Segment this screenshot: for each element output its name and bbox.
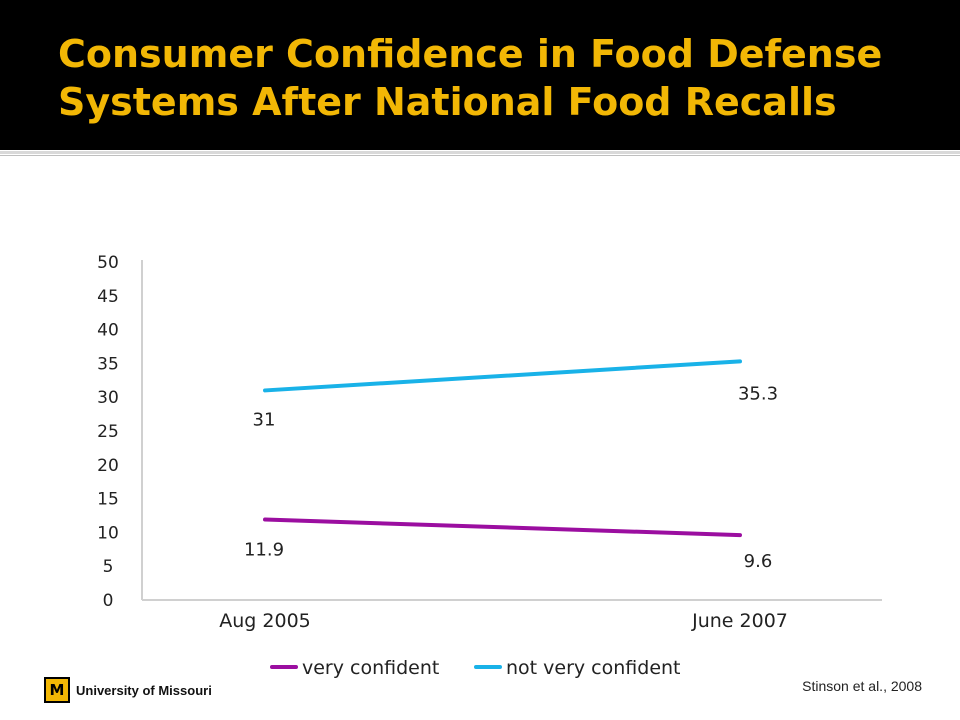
x-category-label: June 2007 xyxy=(691,610,788,632)
y-tick-label: 5 xyxy=(103,557,114,577)
y-tick-label: 25 xyxy=(97,422,119,442)
title-divider xyxy=(0,151,960,154)
data-labels: 11.9 9.6 31 35.3 xyxy=(244,383,778,572)
university-logo: M University of Missouri xyxy=(44,676,212,704)
legend-label: not very confident xyxy=(506,657,681,679)
y-tick-label: 15 xyxy=(97,490,119,510)
logo-text: University of Missouri xyxy=(76,682,212,698)
y-tick-label: 35 xyxy=(97,354,119,374)
x-category-label: Aug 2005 xyxy=(219,610,311,632)
y-tick-label: 50 xyxy=(97,253,119,273)
data-label: 11.9 xyxy=(244,540,284,561)
title-divider-thin xyxy=(0,155,960,156)
slide-title-line-2: Systems After National Food Recalls xyxy=(58,80,837,124)
slide-title: Consumer Confidence in Food Defense Syst… xyxy=(58,30,938,126)
y-tick-label: 10 xyxy=(97,523,119,543)
data-label: 31 xyxy=(253,409,276,430)
y-tick-label: 0 xyxy=(103,591,114,611)
slide-title-line-1: Consumer Confidence in Food Defense xyxy=(58,32,883,76)
title-bar xyxy=(0,0,960,150)
y-tick-label: 30 xyxy=(97,388,119,408)
legend: very confident not very confident xyxy=(270,657,681,679)
mizzou-m-icon: M xyxy=(44,677,70,703)
data-label: 35.3 xyxy=(738,383,778,404)
citation: Stinson et al., 2008 xyxy=(802,678,922,694)
x-category-labels: Aug 2005 June 2007 xyxy=(219,610,788,632)
y-tick-label: 20 xyxy=(97,456,119,476)
series-line-not-very-confident xyxy=(263,359,742,393)
data-label: 9.6 xyxy=(744,551,773,572)
series-lines xyxy=(263,359,742,538)
y-tick-labels: 0 5 10 15 20 25 30 35 40 45 50 xyxy=(97,253,119,611)
legend-label: very confident xyxy=(302,657,439,679)
y-tick-label: 40 xyxy=(97,321,119,341)
y-tick-label: 45 xyxy=(97,287,119,307)
series-line-very-confident xyxy=(263,517,742,538)
